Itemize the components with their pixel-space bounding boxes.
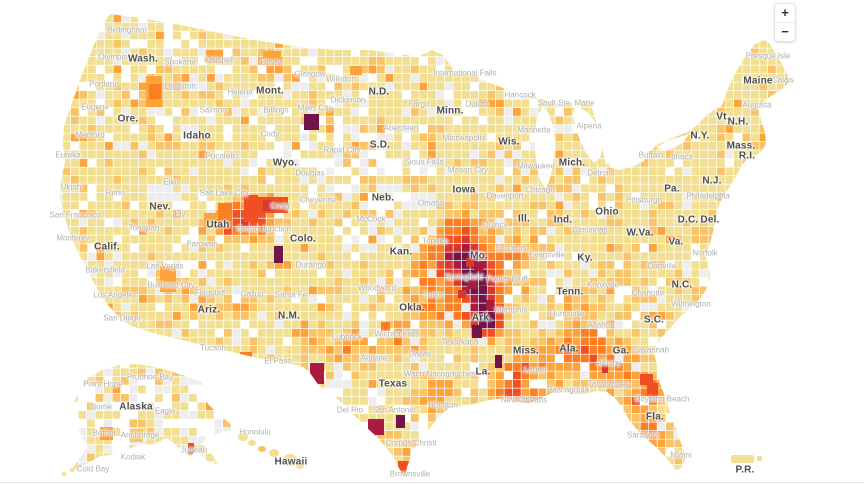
zoom-divider <box>775 22 795 23</box>
zoom-in-button[interactable]: + <box>775 4 795 22</box>
hawaii-and-islands <box>61 433 762 476</box>
map-bottom-border <box>0 482 864 483</box>
zoom-controls: + − <box>774 3 796 42</box>
zoom-out-button[interactable]: − <box>775 23 795 41</box>
great-lakes <box>478 72 689 188</box>
